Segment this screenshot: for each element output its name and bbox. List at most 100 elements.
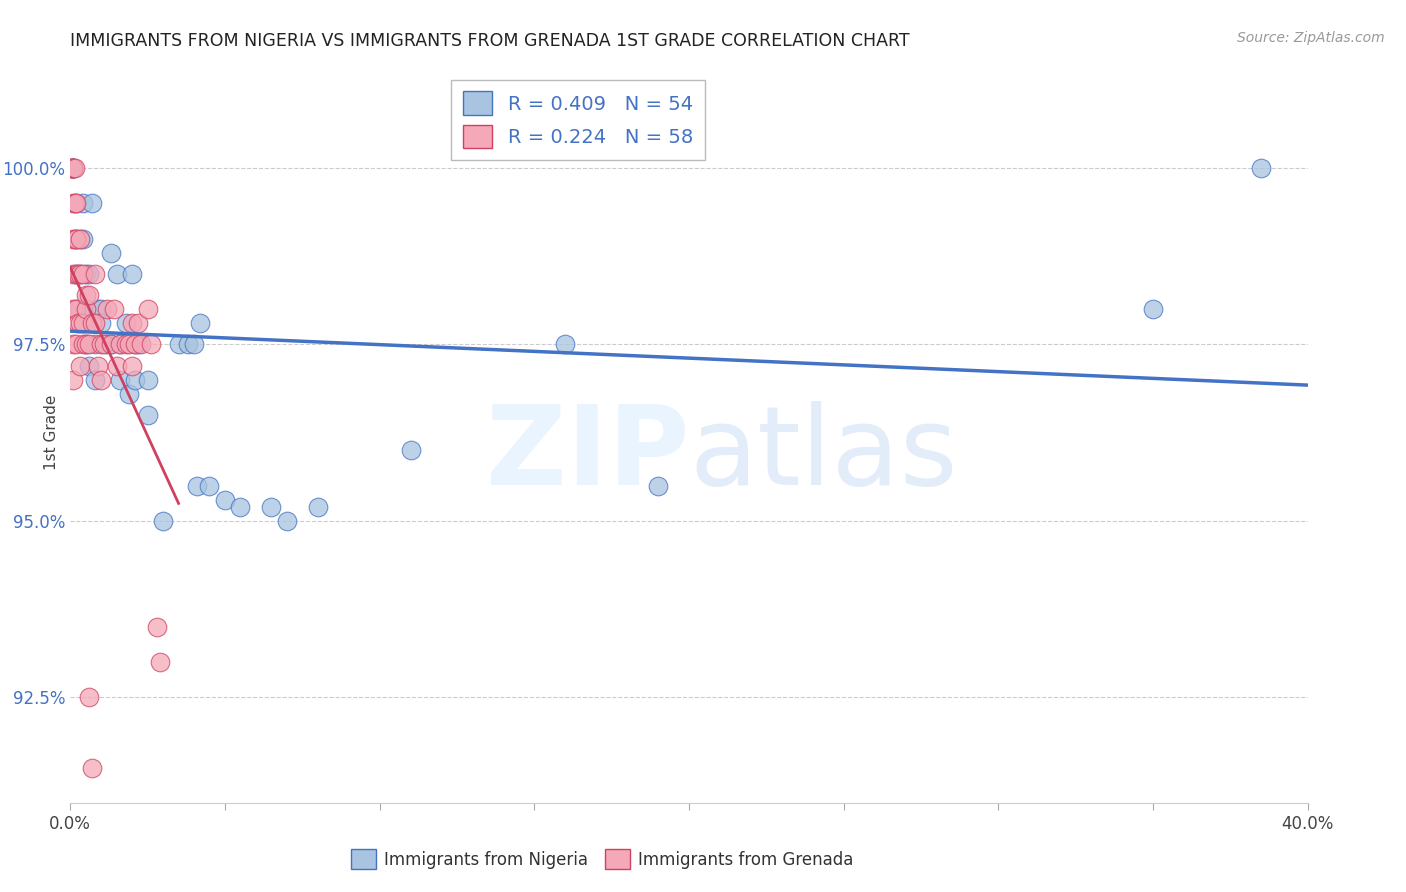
Point (77, 288, 100, 302)
Point (75, 267, 97, 281)
Point (65, 267, 87, 281)
Point (96, 302, 118, 317)
Point (139, 337, 162, 351)
Point (67, 316, 90, 330)
Point (62, 302, 84, 317)
Point (63, 232, 86, 246)
Point (276, 514, 298, 528)
Point (80, 196, 103, 211)
Point (62, 161, 84, 176)
Point (84, 267, 107, 281)
Point (75, 302, 97, 317)
Point (69, 302, 91, 317)
Point (60, 161, 83, 176)
Y-axis label: 1st Grade: 1st Grade (44, 395, 59, 470)
Point (229, 500, 252, 514)
Point (260, 500, 283, 514)
Point (214, 492, 236, 507)
Point (127, 337, 149, 351)
Point (105, 267, 128, 281)
Point (62, 373, 84, 387)
Point (124, 337, 146, 351)
Point (62, 161, 84, 176)
Point (188, 316, 211, 330)
Point (63, 196, 86, 211)
Point (65, 232, 87, 246)
Point (65, 302, 87, 317)
Point (100, 337, 122, 351)
Point (136, 408, 159, 422)
Text: atlas: atlas (689, 401, 957, 508)
Point (62, 161, 84, 176)
Point (72, 232, 94, 246)
Text: ZIP: ZIP (485, 401, 689, 508)
Point (1250, 161, 1272, 176)
Point (80, 316, 103, 330)
Point (647, 478, 669, 492)
Point (72, 316, 94, 330)
Point (115, 337, 138, 351)
Point (121, 267, 143, 281)
Text: Source: ZipAtlas.com: Source: ZipAtlas.com (1237, 31, 1385, 45)
Point (103, 302, 125, 317)
Point (100, 337, 122, 351)
Point (75, 302, 97, 317)
Point (62, 196, 84, 211)
Point (77, 337, 100, 351)
Point (84, 373, 107, 387)
Point (84, 337, 107, 351)
Point (72, 196, 94, 211)
Point (65, 196, 87, 211)
Point (127, 316, 149, 330)
Point (77, 690, 100, 704)
Point (75, 337, 97, 351)
Point (96, 337, 118, 351)
Point (60, 161, 83, 176)
Point (77, 267, 100, 281)
Point (554, 337, 576, 351)
Point (136, 302, 159, 317)
Point (65, 337, 87, 351)
Point (90, 302, 112, 317)
Point (72, 267, 94, 281)
Point (84, 316, 107, 330)
Point (152, 514, 174, 528)
Point (186, 478, 208, 492)
Point (1142, 302, 1164, 317)
Point (75, 337, 97, 351)
Point (118, 387, 141, 401)
Point (69, 232, 91, 246)
Point (149, 655, 172, 669)
Point (72, 337, 94, 351)
Point (198, 478, 221, 492)
Point (90, 337, 112, 351)
Point (183, 337, 205, 351)
Point (108, 337, 131, 351)
Point (90, 316, 112, 330)
Point (177, 337, 200, 351)
Point (60, 161, 83, 176)
Point (87, 302, 110, 317)
Point (131, 337, 153, 351)
Point (65, 302, 87, 317)
Point (65, 232, 87, 246)
Point (108, 337, 131, 351)
Point (80, 760, 103, 774)
Point (62, 337, 84, 351)
Point (108, 373, 131, 387)
Point (124, 337, 146, 351)
Point (93, 337, 115, 351)
Point (121, 359, 143, 373)
Point (60, 161, 83, 176)
Point (121, 316, 143, 330)
Point (65, 196, 87, 211)
Point (69, 267, 91, 281)
Point (77, 359, 100, 373)
Point (69, 267, 91, 281)
Point (115, 316, 138, 330)
Text: IMMIGRANTS FROM NIGERIA VS IMMIGRANTS FROM GRENADA 1ST GRADE CORRELATION CHART: IMMIGRANTS FROM NIGERIA VS IMMIGRANTS FR… (70, 32, 910, 50)
Point (69, 359, 91, 373)
Point (124, 373, 146, 387)
Point (67, 267, 90, 281)
Point (307, 500, 329, 514)
